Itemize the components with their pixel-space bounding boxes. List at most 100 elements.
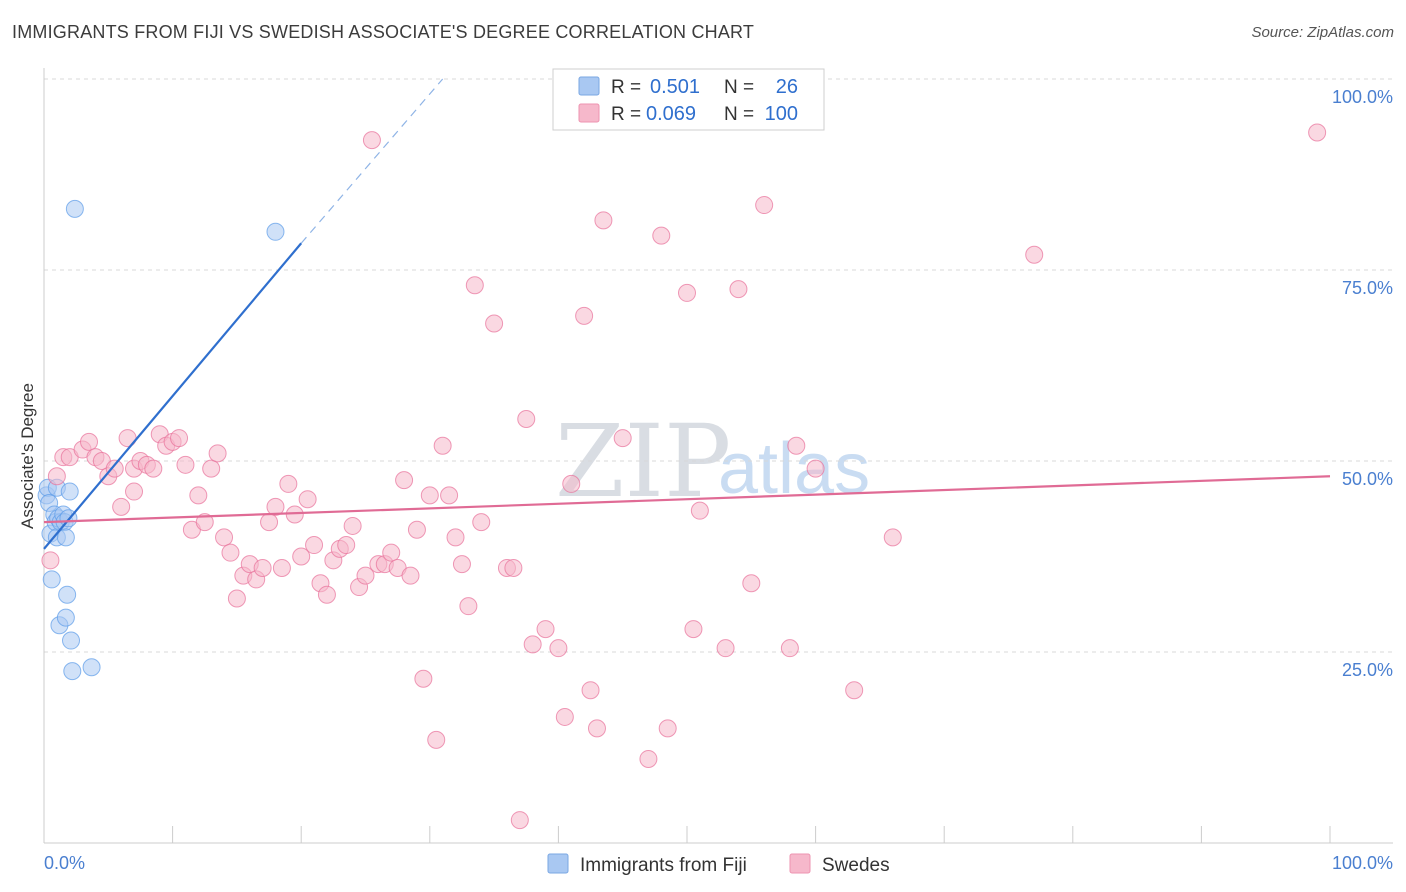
- data-point: [581, 681, 600, 700]
- data-point: [208, 444, 227, 463]
- data-point: [658, 719, 677, 738]
- data-point: [414, 669, 433, 688]
- data-point: [56, 608, 75, 627]
- legend-n-label-swedes: N =: [724, 104, 754, 125]
- data-point: [1308, 123, 1327, 142]
- data-point: [47, 467, 66, 486]
- data-point: [279, 474, 298, 493]
- trend-lines: [43, 78, 1331, 550]
- data-point: [575, 306, 594, 325]
- data-point: [266, 222, 285, 241]
- axes: [43, 68, 1393, 844]
- series-swedes-points: [41, 123, 1327, 830]
- data-point: [452, 555, 471, 574]
- data-point: [459, 597, 478, 616]
- data-point: [62, 631, 81, 650]
- legend-r-label-fiji: R =: [611, 77, 641, 98]
- chart-source: Source: ZipAtlas.com: [1251, 24, 1394, 41]
- data-point: [195, 513, 214, 532]
- data-point: [549, 639, 568, 658]
- bottom-legend-swatch-fiji: [547, 853, 569, 874]
- data-point: [317, 585, 336, 604]
- y-tick-label-75: 75.0%: [1342, 278, 1393, 298]
- data-point: [356, 566, 375, 585]
- legend-box: R = 0.501 N = 26 R = 0.069 N = 100: [552, 68, 825, 131]
- data-point: [1025, 245, 1044, 264]
- data-point: [63, 662, 82, 681]
- data-point: [465, 276, 484, 295]
- data-point: [189, 486, 208, 505]
- data-point: [472, 513, 491, 532]
- y-tick-label-50: 50.0%: [1342, 469, 1393, 489]
- legend-n-value-swedes: 100: [765, 103, 798, 125]
- data-point: [395, 471, 414, 490]
- legend-swatch-swedes: [578, 103, 600, 123]
- data-point: [427, 730, 446, 749]
- data-point: [523, 635, 542, 654]
- data-point: [202, 459, 221, 478]
- x-tick-label-min: 0.0%: [44, 853, 85, 873]
- data-point: [42, 570, 61, 589]
- legend-swatch-fiji: [578, 76, 600, 96]
- data-point: [755, 196, 774, 215]
- data-point: [639, 749, 658, 768]
- data-point: [594, 211, 613, 230]
- data-point: [221, 543, 240, 562]
- data-point: [215, 528, 234, 547]
- bottom-legend-label-swedes: Swedes: [822, 855, 890, 876]
- y-tick-label-25: 25.0%: [1342, 660, 1393, 680]
- legend-r-value-swedes: 0.069: [646, 103, 696, 125]
- data-point: [420, 486, 439, 505]
- data-point: [298, 490, 317, 509]
- data-point: [227, 589, 246, 608]
- data-point: [806, 459, 825, 478]
- data-point: [125, 482, 144, 501]
- y-axis-label: Associate's Degree: [18, 383, 37, 529]
- data-point: [65, 199, 84, 218]
- data-point: [690, 501, 709, 520]
- data-point: [504, 558, 523, 577]
- data-point: [272, 558, 291, 577]
- y-tick-label-100: 100.0%: [1332, 87, 1393, 107]
- bottom-legend: Immigrants from Fiji Swedes: [547, 853, 890, 876]
- bottom-legend-label-fiji: Immigrants from Fiji: [580, 855, 747, 876]
- data-point: [253, 558, 272, 577]
- data-point: [845, 681, 864, 700]
- data-point: [176, 455, 195, 474]
- data-point: [555, 707, 574, 726]
- data-point: [170, 429, 189, 448]
- chart-title: IMMIGRANTS FROM FIJI VS SWEDISH ASSOCIAT…: [12, 22, 755, 42]
- data-point: [510, 811, 529, 830]
- data-point: [305, 536, 324, 555]
- legend-n-value-fiji: 26: [776, 76, 798, 98]
- data-point: [292, 547, 311, 566]
- data-point: [266, 497, 285, 516]
- y-tick-labels: 25.0% 50.0% 75.0% 100.0%: [1332, 87, 1393, 680]
- data-point: [401, 566, 420, 585]
- trend-line-fiji: [43, 242, 303, 550]
- legend-r-value-fiji: 0.501: [650, 76, 700, 98]
- data-point: [337, 536, 356, 555]
- data-point: [112, 497, 131, 516]
- data-point: [883, 528, 902, 547]
- x-tick-label-max: 100.0%: [1332, 853, 1393, 873]
- data-point: [742, 574, 761, 593]
- legend-n-label-fiji: N =: [724, 77, 754, 98]
- data-point: [382, 543, 401, 562]
- data-point: [58, 585, 77, 604]
- data-point: [562, 474, 581, 493]
- data-point: [433, 436, 452, 455]
- data-point: [105, 459, 124, 478]
- data-point: [613, 429, 632, 448]
- data-point: [82, 658, 101, 677]
- data-point: [678, 283, 696, 302]
- data-point: [41, 551, 60, 570]
- data-point: [260, 513, 279, 532]
- data-point: [144, 459, 163, 478]
- data-point: [407, 520, 426, 539]
- data-point: [60, 482, 79, 501]
- bottom-legend-swatch-swedes: [789, 853, 811, 874]
- data-point: [440, 486, 459, 505]
- data-point: [446, 528, 465, 547]
